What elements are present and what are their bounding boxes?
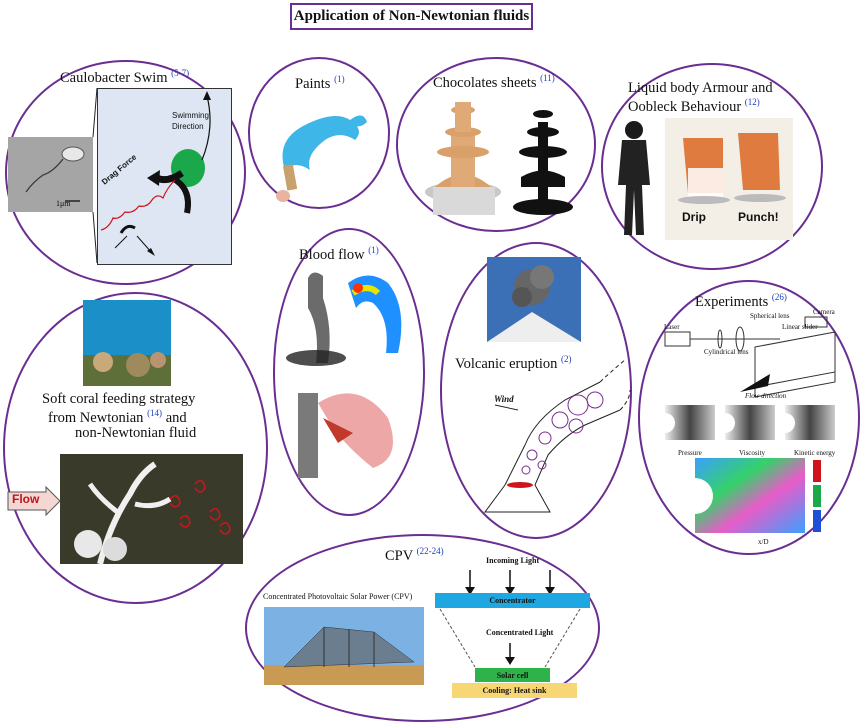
exp-spherical-label: Spherical lens — [750, 312, 790, 320]
armour-label-text: Oobleck Behaviour — [628, 98, 742, 115]
volcano-label-text: Volcanic eruption — [455, 355, 558, 372]
chocolates-label: Chocolates sheets (11) — [433, 73, 555, 92]
soft-coral-photo — [60, 454, 243, 565]
chocolates-oval — [396, 57, 596, 232]
diagram-title: Application of Non-Newtonian fluids — [290, 3, 533, 30]
cpv-diagram-arrows — [439, 570, 581, 668]
cpv-cooling-label: Cooling: Heat sink — [482, 686, 547, 695]
chocolates-ref: (11) — [540, 73, 555, 83]
experiments-label: Experiments (26) — [695, 292, 787, 311]
armour-label-line1: Liquid body Armour and — [628, 80, 773, 96]
experiments-setup-diagram — [664, 316, 836, 398]
armour-soldier-image — [618, 121, 650, 235]
paints-label-text: Paints — [295, 75, 331, 92]
coral-text-line1: Soft coral feeding strategy — [42, 391, 196, 407]
volcano-label: Volcanic eruption (2) — [455, 354, 572, 373]
cpv-solar-cell-bar: Solar cell — [475, 668, 550, 682]
blood-flow-label: Blood flow (1) — [299, 245, 379, 264]
coral-oval — [3, 292, 268, 604]
caulobacter-label-text: Caulobacter Swim — [60, 69, 168, 86]
oobleck-drip-label: Drip — [682, 210, 706, 224]
volcano-conduit-diagram — [484, 359, 631, 513]
experiments-contour-images — [655, 405, 835, 440]
cpv-heat-sink-bar: Cooling: Heat sink — [452, 683, 577, 698]
exp-slider-label: Linear slider — [782, 323, 818, 331]
oobleck-punch-label: Punch! — [738, 210, 779, 224]
paint-splash-image — [276, 115, 367, 202]
cpv-label-text: CPV — [385, 547, 413, 564]
armour-label-line2: Oobleck Behaviour (12) — [628, 97, 760, 116]
exp-laser-label: Laser — [664, 323, 680, 331]
oobleck-fists-image — [678, 133, 786, 204]
coral-text-line3: non-Newtonian fluid — [75, 425, 197, 441]
coral-text-and: and — [165, 409, 187, 426]
exp-pressure-label: Pressure — [678, 449, 702, 457]
coral-text-newtonian: from Newtonian — [48, 409, 144, 426]
cpv-oval — [245, 534, 600, 722]
blood-flow-images — [286, 272, 402, 478]
caulobacter-scale: 1μm — [56, 199, 71, 208]
cpv-concentrator-bar: Concentrator — [435, 593, 590, 608]
chocolate-fountains-image — [425, 102, 573, 215]
caulobacter-micrograph-overlay — [8, 137, 93, 212]
blood-flow-oval — [273, 228, 425, 516]
coral-reef-photo — [83, 300, 171, 386]
cpv-concentrator-label: Concentrator — [489, 596, 536, 605]
exp-axis-label: x/D — [758, 538, 769, 546]
paints-ref: (1) — [334, 74, 345, 84]
caulobacter-swim-direction-1: Swimming — [172, 111, 209, 120]
volcano-ref: (2) — [561, 354, 572, 364]
exp-cylindrical-label: Cylindrical lens — [704, 348, 749, 356]
cpv-label: CPV (22-24) — [385, 546, 444, 565]
experiments-ref: (26) — [771, 292, 787, 302]
volcano-photo — [487, 257, 581, 342]
cpv-caption: Concentrated Photovoltaic Solar Power (C… — [263, 592, 413, 601]
cpv-solar-label: Solar cell — [496, 670, 529, 680]
exp-kinetic-label: Kinetic energy — [794, 449, 836, 457]
caulobacter-label: Caulobacter Swim (5-7) — [60, 68, 189, 87]
paints-oval — [248, 57, 390, 209]
experiments-oval — [638, 280, 860, 555]
blood-flow-ref: (1) — [368, 245, 379, 255]
cpv-ref: (22-24) — [416, 546, 444, 556]
caulobacter-oval — [5, 60, 246, 285]
exp-flow-direction-label: Flow direction — [745, 392, 787, 400]
flow-arrow-label: Flow — [12, 492, 40, 506]
exp-viscosity-label: Viscosity — [739, 449, 766, 457]
chocolates-label-text: Chocolates sheets — [433, 74, 537, 91]
blood-flow-label-text: Blood flow — [299, 246, 365, 263]
exp-camera-label: Camera — [813, 308, 835, 316]
paints-label: Paints (1) — [295, 74, 345, 93]
armour-ref: (12) — [744, 97, 760, 107]
cpv-concentrated-label: Concentrated Light — [486, 628, 554, 637]
flow-arrow-shape — [7, 485, 61, 517]
caulobacter-zoom-lines — [92, 87, 98, 264]
caulobacter-ref: (5-7) — [171, 68, 190, 78]
cpv-incoming-label: Incoming Light — [486, 556, 540, 565]
volcano-oval — [440, 242, 632, 539]
armour-oval — [601, 63, 823, 270]
volcano-wind-label: Wind — [494, 394, 514, 404]
experiments-colormap-image — [677, 458, 821, 533]
caulobacter-swim-diagram — [100, 91, 211, 256]
cpv-solar-photo — [264, 607, 424, 685]
coral-text-line2: from Newtonian (14) and — [48, 408, 187, 427]
coral-ref: (14) — [147, 408, 163, 418]
experiments-label-text: Experiments — [695, 293, 769, 310]
caulobacter-swim-direction-2: Direction — [172, 122, 204, 131]
